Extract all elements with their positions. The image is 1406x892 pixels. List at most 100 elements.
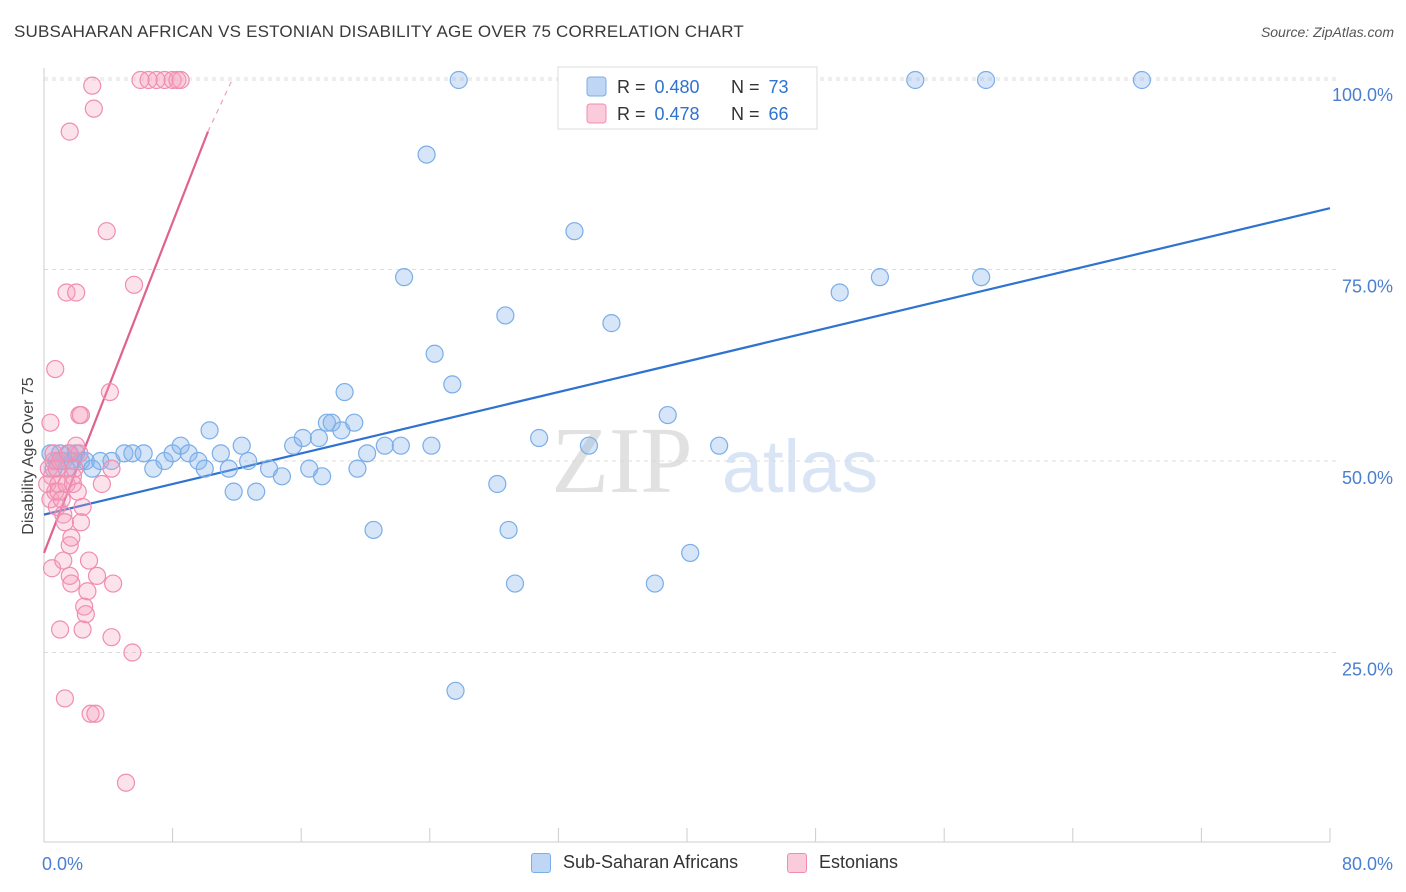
y-tick-label: 100.0% [1332, 85, 1393, 105]
point-subsaharan [602, 314, 621, 333]
y-tick-label: 25.0% [1342, 660, 1393, 680]
point-subsaharan [179, 444, 198, 463]
point-subsaharan [645, 574, 664, 593]
point-estonian [65, 459, 84, 478]
point-subsaharan [425, 344, 444, 363]
legend-item-estonians: Estonians [787, 852, 898, 873]
point-estonian [171, 70, 190, 90]
point-subsaharan [530, 428, 549, 448]
legend-r-label-1: R = [617, 77, 651, 97]
trend-line-estonian-extension [207, 79, 233, 132]
point-subsaharan [284, 436, 303, 455]
point-estonian [41, 413, 60, 432]
legend-label-subsaharan: Sub-Saharan Africans [563, 852, 739, 872]
point-subsaharan [358, 444, 377, 463]
point-subsaharan [224, 482, 243, 501]
point-subsaharan [293, 428, 312, 448]
point-subsaharan [317, 413, 337, 432]
legend-box: R = 0.480 N = 73 R = 0.478 N = 66 [557, 66, 818, 130]
point-subsaharan [579, 436, 599, 455]
data-points [38, 70, 1152, 792]
point-estonian [79, 551, 99, 570]
point-subsaharan [658, 405, 677, 425]
bottom-legend: Sub-Saharan Africans Estonians [0, 852, 1406, 878]
legend-n-value-1: 73 [769, 77, 789, 97]
point-subsaharan [830, 283, 849, 302]
point-subsaharan [312, 467, 332, 486]
point-subsaharan [681, 543, 700, 563]
point-estonian [81, 704, 100, 723]
watermark-atlas: atlas [722, 425, 878, 508]
point-estonian [97, 222, 116, 241]
legend-r-value-1: 0.480 [655, 77, 700, 97]
point-estonian [102, 459, 121, 478]
point-estonian [92, 474, 111, 494]
point-subsaharan [247, 482, 266, 501]
chart-title: SUBSAHARAN AFRICAN VS ESTONIAN DISABILIT… [14, 22, 744, 41]
point-subsaharan [394, 268, 414, 287]
point-estonian [83, 76, 102, 95]
point-estonian [46, 359, 65, 379]
point-estonian [63, 474, 83, 494]
legend-r-value-2: 0.478 [655, 104, 700, 124]
svg-text:R = 0.480: R = 0.480 [617, 77, 700, 97]
point-estonian [123, 643, 142, 662]
legend-swatch-estonians [787, 852, 807, 873]
point-subsaharan [976, 70, 996, 90]
legend-label-estonians: Estonians [819, 852, 899, 872]
point-subsaharan [272, 467, 292, 486]
point-estonian [116, 773, 136, 792]
legend-swatch-blue [586, 76, 607, 97]
svg-text:N = 66: N = 66 [731, 104, 789, 124]
point-subsaharan [375, 436, 394, 455]
point-subsaharan [219, 459, 238, 478]
point-estonian [55, 689, 74, 708]
point-subsaharan [211, 444, 230, 463]
grid-lines [44, 77, 1336, 653]
point-estonian [71, 405, 91, 425]
point-subsaharan [309, 428, 328, 448]
legend-swatch-pink [586, 103, 607, 124]
point-estonian [104, 574, 123, 593]
watermark: ZIP atlas [552, 409, 879, 513]
point-estonian [71, 513, 91, 532]
point-estonian [55, 513, 74, 532]
point-estonian [62, 528, 81, 547]
trend-lines [42, 79, 1331, 554]
point-subsaharan [488, 474, 507, 494]
x-tick-label: 80.0% [1342, 854, 1393, 874]
point-estonian [73, 620, 92, 639]
point-estonian [73, 497, 92, 517]
point-estonian [84, 99, 103, 118]
legend-n-value-2: 66 [769, 104, 789, 124]
point-subsaharan [345, 413, 364, 432]
svg-text:N = 73: N = 73 [731, 77, 789, 97]
point-estonian [60, 122, 79, 141]
point-estonian [52, 490, 71, 509]
point-subsaharan [446, 681, 465, 700]
point-estonian [78, 582, 97, 601]
point-estonian [60, 536, 79, 555]
point-estonian [67, 283, 86, 302]
legend-n-label-2: N = [731, 104, 765, 124]
point-subsaharan [443, 375, 462, 394]
point-subsaharan [391, 436, 410, 455]
trend-line-estonian [42, 131, 209, 554]
point-subsaharan [710, 436, 729, 455]
source-label: Source: ZipAtlas.com [1260, 24, 1394, 40]
watermark-zip: ZIP [552, 409, 693, 513]
svg-text:R = 0.478: R = 0.478 [617, 104, 700, 124]
point-estonian [60, 566, 79, 586]
point-estonian [54, 551, 73, 570]
point-estonian [76, 605, 95, 624]
point-estonian [100, 382, 120, 402]
point-subsaharan [505, 574, 525, 593]
point-estonian [57, 283, 76, 302]
trend-line-subsaharan [43, 207, 1331, 516]
point-subsaharan [422, 436, 441, 455]
point-estonian [86, 704, 105, 723]
point-subsaharan [239, 451, 258, 471]
legend-item-subsaharan: Sub-Saharan Africans [531, 852, 738, 873]
point-estonian [102, 628, 121, 647]
